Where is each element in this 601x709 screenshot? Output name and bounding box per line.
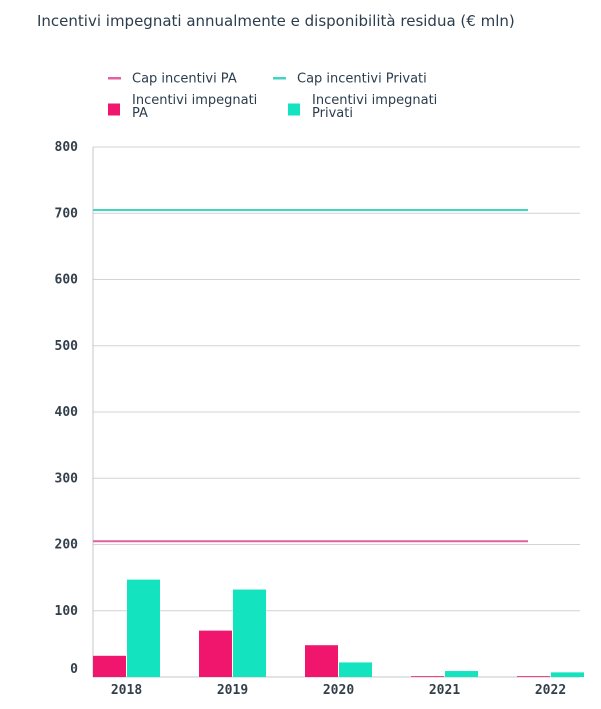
legend-line-symbol <box>108 77 121 80</box>
y-tick-label: 100 <box>55 604 79 619</box>
bar <box>551 672 584 677</box>
x-tick-label: 2022 <box>535 683 566 698</box>
legend-label: Incentivi impegnati <box>312 93 437 108</box>
x-tick-label: 2019 <box>217 683 248 698</box>
legend-label: PA <box>132 106 148 121</box>
bar <box>93 655 126 677</box>
y-tick-label: 200 <box>55 538 79 553</box>
legend-label: Incentivi impegnati <box>132 93 257 108</box>
y-tick-label: 300 <box>55 471 79 486</box>
legend: Cap incentivi PA Cap incentivi Privati Inc… <box>108 72 437 121</box>
legend-label: Privati <box>312 106 353 121</box>
bar <box>127 579 160 677</box>
legend-label: Cap incentivi Privati <box>297 72 427 87</box>
bars <box>93 579 584 677</box>
y-tick-label: 700 <box>55 206 79 221</box>
bar <box>233 589 266 677</box>
y-tick-label: 400 <box>55 405 79 420</box>
bar <box>339 662 372 677</box>
bar <box>411 676 444 677</box>
x-tick-label: 2018 <box>111 683 142 698</box>
y-tick-label: 500 <box>55 339 79 354</box>
legend-label: Cap incentivi PA <box>132 72 237 87</box>
x-tick-label: 2021 <box>429 683 460 698</box>
y-tick-label: 800 <box>55 140 79 155</box>
chart-title: Incentivi impegnati annualmente e dispon… <box>37 12 515 30</box>
legend-square-symbol <box>288 103 300 116</box>
y-tick-label: 0 <box>70 662 78 677</box>
bar <box>517 676 550 677</box>
legend-line-symbol <box>273 77 286 80</box>
y-tick-label: 600 <box>55 273 79 288</box>
x-tick-label: 2020 <box>323 683 354 698</box>
tick-labels: 0 100 200 300 400 500 600 700 800 2018 2019 2020 202… <box>55 140 567 698</box>
gridlines <box>93 146 580 612</box>
bar <box>445 671 478 677</box>
bar <box>199 630 232 677</box>
cap-lines <box>93 208 528 543</box>
bar <box>305 645 338 677</box>
legend-square-symbol <box>108 103 120 116</box>
